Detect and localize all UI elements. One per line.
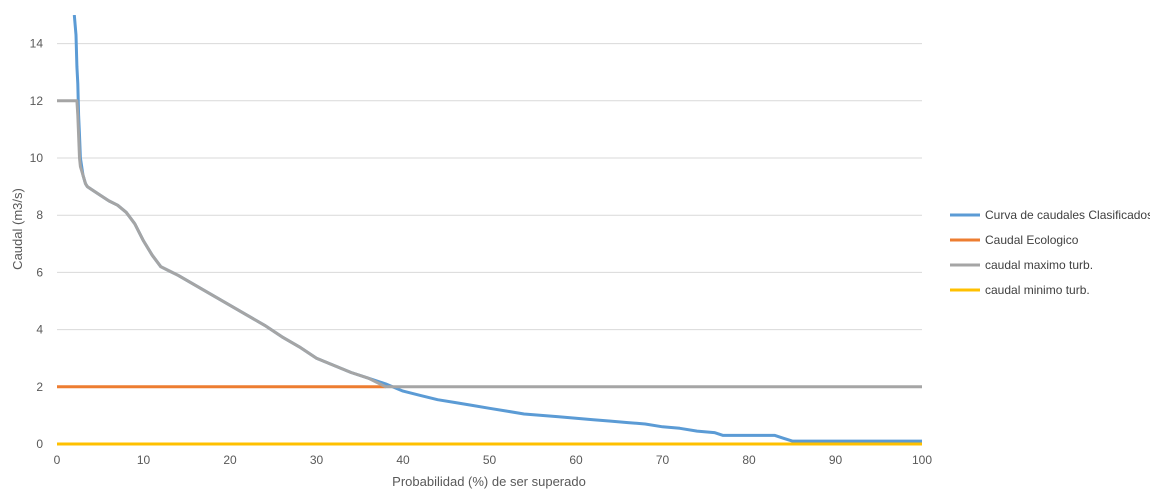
legend-label: Caudal Ecologico bbox=[985, 233, 1079, 247]
legend-label: caudal minimo turb. bbox=[985, 283, 1090, 297]
x-tick-label: 70 bbox=[656, 453, 670, 467]
x-tick-labels: 0 10 20 30 40 50 60 70 80 90 100 bbox=[54, 453, 933, 467]
series-line bbox=[72, 15, 922, 443]
x-tick-label: 0 bbox=[54, 453, 61, 467]
y-tick-label: 14 bbox=[30, 37, 44, 51]
y-tick-labels: 0 2 4 6 8 10 12 14 bbox=[30, 37, 44, 451]
x-tick-label: 40 bbox=[396, 453, 410, 467]
y-tick-label: 8 bbox=[36, 208, 43, 222]
series-line bbox=[57, 99, 922, 389]
legend-label: caudal maximo turb. bbox=[985, 258, 1093, 272]
legend: Curva de caudales Clasificados Caudal Eco… bbox=[950, 208, 1150, 297]
y-tick-label: 10 bbox=[30, 151, 44, 165]
legend-label: Curva de caudales Clasificados bbox=[985, 208, 1150, 222]
x-tick-label: 10 bbox=[137, 453, 151, 467]
x-tick-label: 60 bbox=[569, 453, 583, 467]
x-tick-label: 30 bbox=[310, 453, 324, 467]
x-tick-label: 80 bbox=[742, 453, 756, 467]
x-tick-label: 100 bbox=[912, 453, 932, 467]
y-tick-label: 0 bbox=[36, 437, 43, 451]
y-tick-label: 12 bbox=[30, 94, 44, 108]
y-axis-title: Caudal (m3/s) bbox=[10, 188, 25, 270]
x-tick-label: 50 bbox=[483, 453, 497, 467]
y-tick-label: 6 bbox=[36, 265, 43, 279]
x-tick-label: 20 bbox=[223, 453, 237, 467]
y-tick-label: 2 bbox=[36, 380, 43, 394]
gridlines bbox=[57, 43, 922, 445]
x-tick-label: 90 bbox=[829, 453, 843, 467]
series-lines bbox=[57, 15, 922, 446]
y-tick-label: 4 bbox=[36, 323, 43, 337]
x-axis-title: Probabilidad (%) de ser superado bbox=[392, 474, 586, 489]
